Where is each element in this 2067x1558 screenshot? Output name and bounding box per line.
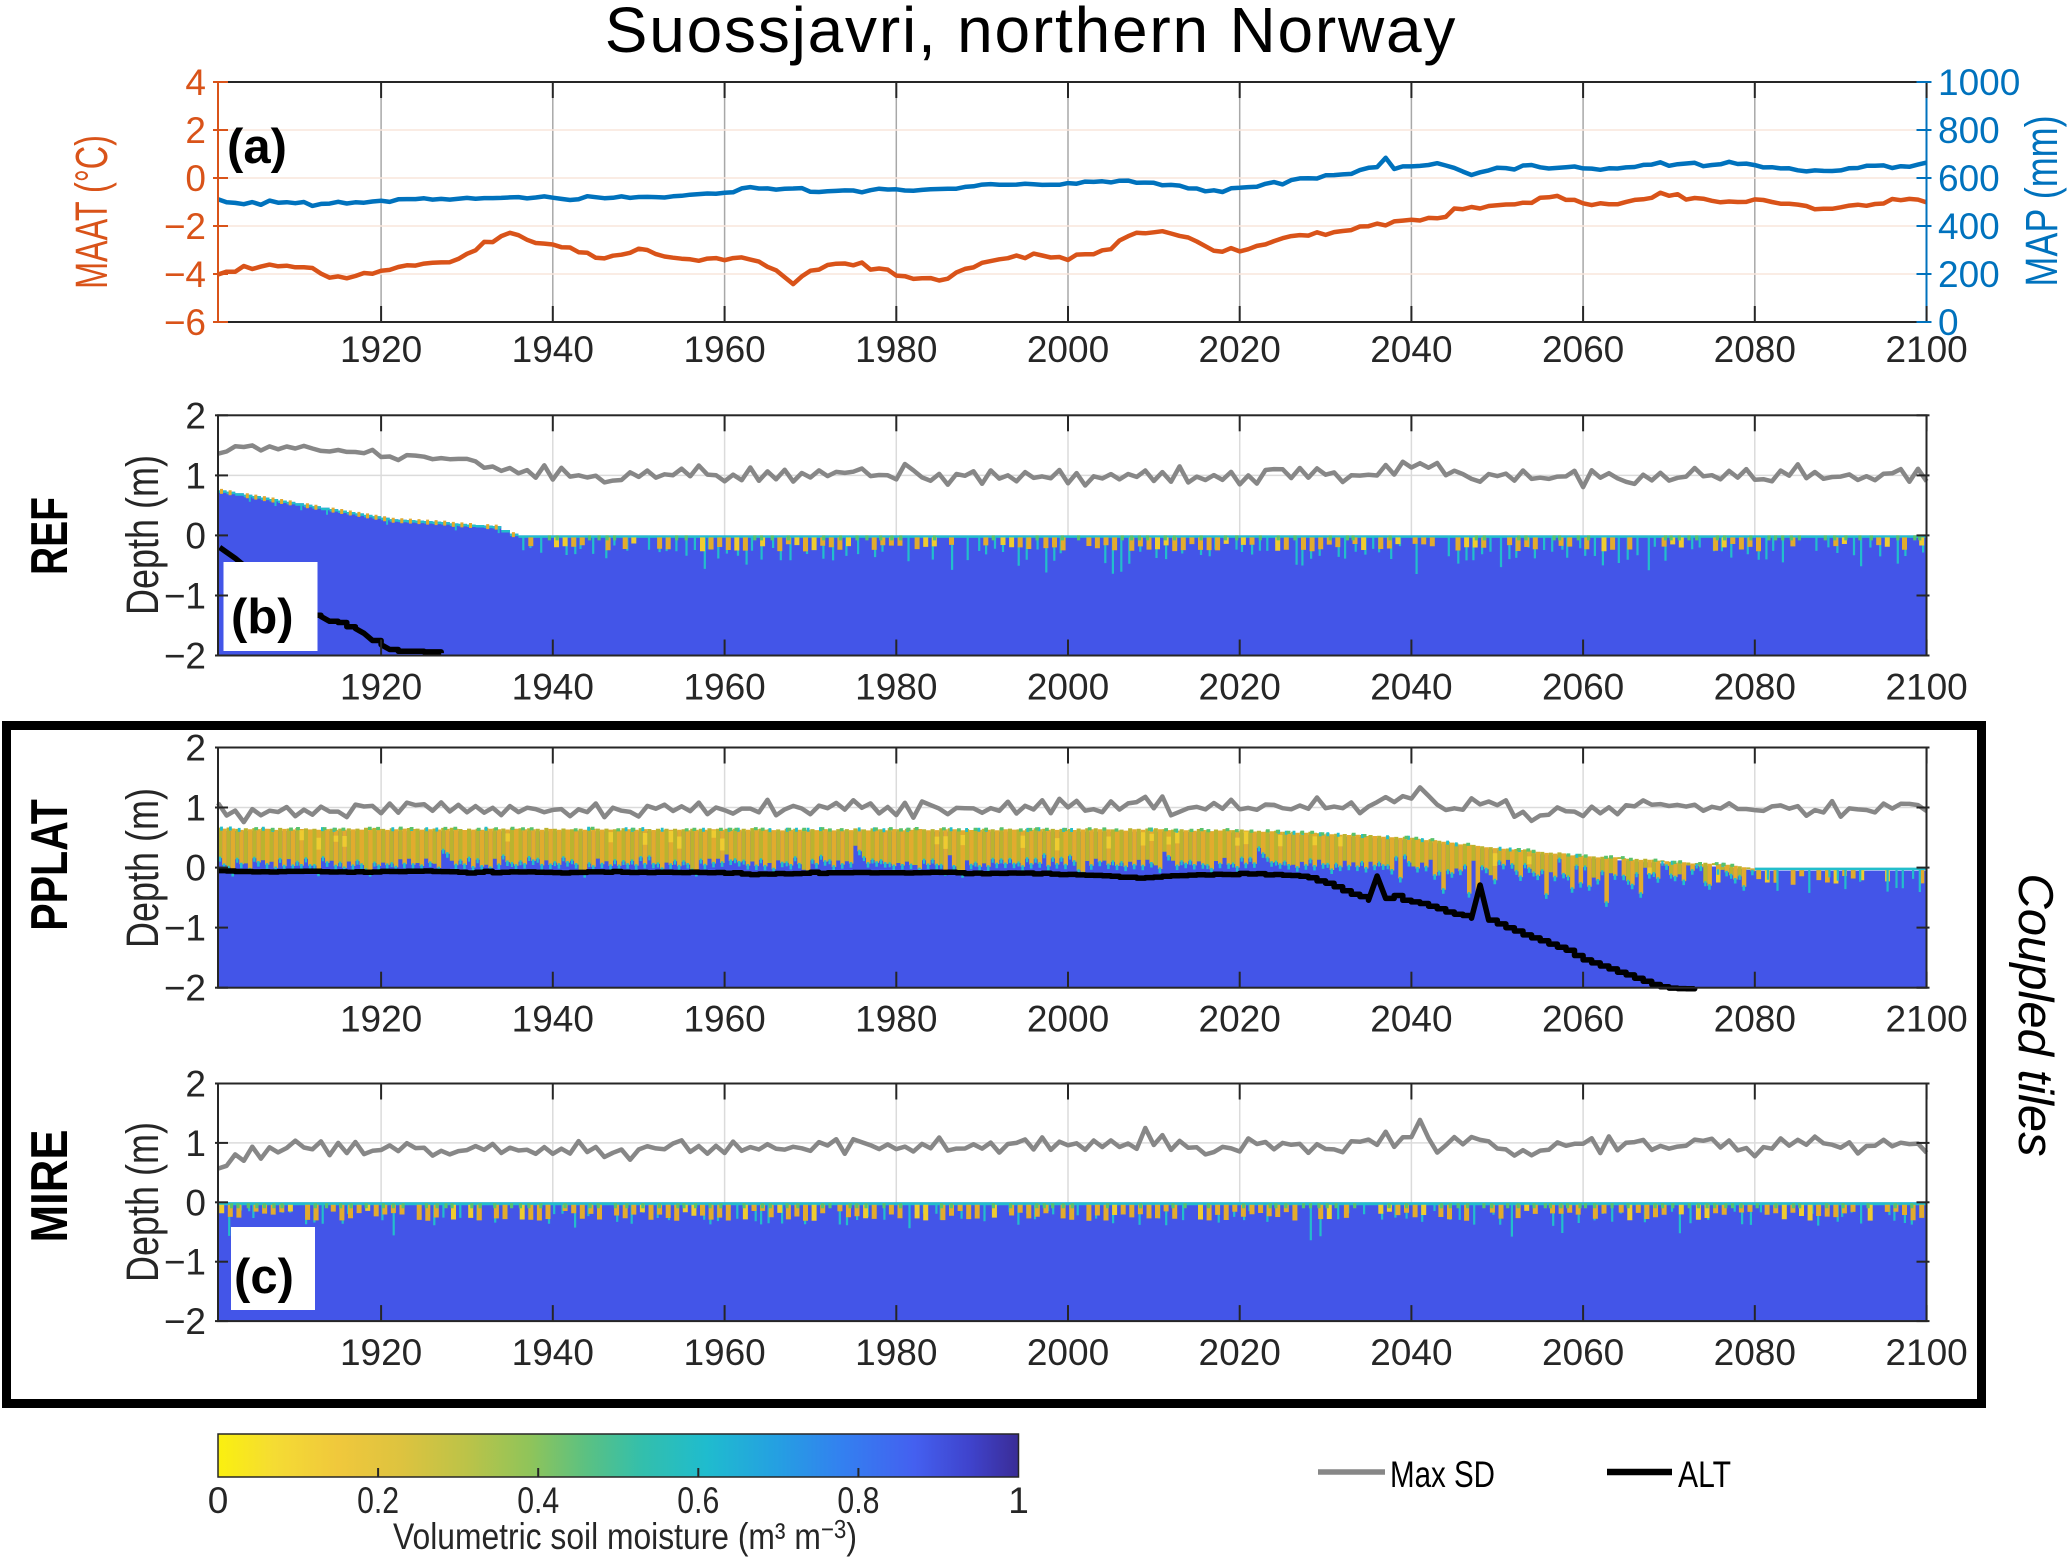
svg-text:200: 200 bbox=[1938, 254, 2000, 295]
svg-text:Max SD: Max SD bbox=[1390, 1454, 1495, 1495]
svg-text:1: 1 bbox=[185, 1123, 206, 1164]
svg-text:(c): (c) bbox=[234, 1250, 294, 1304]
svg-text:−1: −1 bbox=[164, 576, 206, 617]
svg-text:0.8: 0.8 bbox=[837, 1480, 879, 1521]
svg-text:1980: 1980 bbox=[855, 999, 937, 1040]
svg-text:1920: 1920 bbox=[340, 999, 422, 1040]
svg-text:1980: 1980 bbox=[855, 1332, 937, 1373]
svg-text:(b): (b) bbox=[231, 590, 294, 644]
svg-text:−2: −2 bbox=[164, 968, 206, 1009]
svg-text:2080: 2080 bbox=[1714, 329, 1796, 370]
svg-text:2040: 2040 bbox=[1370, 1332, 1452, 1373]
svg-text:PPLAT: PPLAT bbox=[20, 799, 78, 931]
svg-text:0: 0 bbox=[185, 158, 206, 199]
svg-text:2060: 2060 bbox=[1542, 1332, 1624, 1373]
svg-text:Depth (m): Depth (m) bbox=[117, 788, 168, 948]
svg-text:2000: 2000 bbox=[1027, 667, 1109, 708]
svg-text:2: 2 bbox=[185, 395, 206, 436]
svg-text:Depth (m): Depth (m) bbox=[117, 1122, 168, 1282]
svg-text:1980: 1980 bbox=[855, 667, 937, 708]
svg-text:2040: 2040 bbox=[1370, 667, 1452, 708]
svg-text:2020: 2020 bbox=[1199, 1332, 1281, 1373]
svg-text:1920: 1920 bbox=[340, 667, 422, 708]
svg-text:2: 2 bbox=[185, 110, 206, 151]
svg-text:2: 2 bbox=[185, 728, 206, 769]
svg-text:1920: 1920 bbox=[340, 329, 422, 370]
svg-text:2040: 2040 bbox=[1370, 999, 1452, 1040]
svg-text:600: 600 bbox=[1938, 158, 2000, 199]
svg-text:1: 1 bbox=[1008, 1480, 1029, 1521]
svg-text:0: 0 bbox=[185, 515, 206, 556]
svg-text:2060: 2060 bbox=[1542, 329, 1624, 370]
svg-text:1980: 1980 bbox=[855, 329, 937, 370]
svg-text:2100: 2100 bbox=[1885, 329, 1967, 370]
svg-text:−1: −1 bbox=[164, 1242, 206, 1283]
svg-text:1960: 1960 bbox=[683, 329, 765, 370]
svg-text:0.2: 0.2 bbox=[357, 1480, 399, 1521]
svg-text:2000: 2000 bbox=[1027, 1332, 1109, 1373]
svg-text:0: 0 bbox=[185, 1182, 206, 1223]
svg-text:−2: −2 bbox=[164, 1301, 206, 1342]
svg-text:2100: 2100 bbox=[1885, 667, 1967, 708]
svg-text:Coupled tiles: Coupled tiles bbox=[2008, 873, 2062, 1156]
svg-text:2040: 2040 bbox=[1370, 329, 1452, 370]
svg-text:−1: −1 bbox=[164, 908, 206, 949]
svg-text:400: 400 bbox=[1938, 206, 2000, 247]
svg-text:Suossjavri, northern Norway: Suossjavri, northern Norway bbox=[605, 0, 1457, 66]
svg-text:2000: 2000 bbox=[1027, 999, 1109, 1040]
svg-text:1960: 1960 bbox=[683, 999, 765, 1040]
svg-text:0.4: 0.4 bbox=[517, 1480, 559, 1521]
svg-text:2080: 2080 bbox=[1714, 999, 1796, 1040]
svg-text:2060: 2060 bbox=[1542, 999, 1624, 1040]
svg-text:1: 1 bbox=[185, 788, 206, 829]
svg-text:1960: 1960 bbox=[683, 1332, 765, 1373]
svg-text:−6: −6 bbox=[164, 302, 206, 343]
svg-text:0.6: 0.6 bbox=[677, 1480, 719, 1521]
svg-text:4: 4 bbox=[185, 62, 206, 103]
svg-text:2060: 2060 bbox=[1542, 667, 1624, 708]
svg-text:−2: −2 bbox=[164, 636, 206, 677]
svg-text:MAP (mm): MAP (mm) bbox=[2016, 115, 2067, 286]
svg-text:REF: REF bbox=[19, 497, 78, 575]
svg-text:1920: 1920 bbox=[340, 1332, 422, 1373]
svg-text:1: 1 bbox=[185, 455, 206, 496]
svg-text:−2: −2 bbox=[164, 206, 206, 247]
svg-text:0: 0 bbox=[1938, 302, 1959, 343]
svg-text:2080: 2080 bbox=[1714, 1332, 1796, 1373]
svg-text:Volumetric soil moisture (m³ m: Volumetric soil moisture (m³ m−3) bbox=[393, 1515, 857, 1557]
svg-text:2: 2 bbox=[185, 1064, 206, 1105]
svg-text:2100: 2100 bbox=[1885, 1332, 1967, 1373]
svg-text:1940: 1940 bbox=[512, 1332, 594, 1373]
svg-text:1940: 1940 bbox=[512, 999, 594, 1040]
svg-text:MAAT (°C): MAAT (°C) bbox=[68, 135, 117, 289]
svg-text:1940: 1940 bbox=[512, 329, 594, 370]
svg-text:−4: −4 bbox=[164, 254, 206, 295]
svg-text:0: 0 bbox=[208, 1480, 229, 1521]
svg-text:2080: 2080 bbox=[1714, 667, 1796, 708]
svg-text:Depth (m): Depth (m) bbox=[117, 455, 168, 615]
svg-text:2000: 2000 bbox=[1027, 329, 1109, 370]
svg-text:2100: 2100 bbox=[1885, 999, 1967, 1040]
svg-text:800: 800 bbox=[1938, 110, 2000, 151]
svg-text:2020: 2020 bbox=[1199, 667, 1281, 708]
svg-text:ALT: ALT bbox=[1678, 1454, 1731, 1495]
svg-text:0: 0 bbox=[185, 848, 206, 889]
svg-text:MIRE: MIRE bbox=[21, 1129, 79, 1242]
svg-text:2020: 2020 bbox=[1199, 329, 1281, 370]
svg-text:1960: 1960 bbox=[683, 667, 765, 708]
svg-text:2020: 2020 bbox=[1199, 999, 1281, 1040]
svg-text:1940: 1940 bbox=[512, 667, 594, 708]
svg-text:1000: 1000 bbox=[1938, 62, 2020, 103]
svg-text:(a): (a) bbox=[227, 120, 287, 174]
